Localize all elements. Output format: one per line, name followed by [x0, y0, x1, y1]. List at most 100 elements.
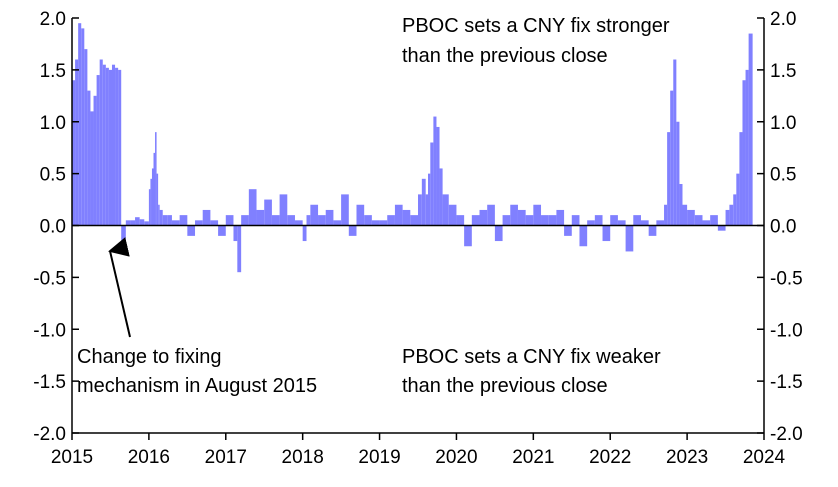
x-tick-label: 2015 [51, 447, 93, 468]
bar [571, 215, 580, 226]
bar [702, 220, 711, 226]
bar [105, 67, 109, 226]
bar [356, 204, 365, 226]
bar [325, 209, 334, 226]
y-tick-label-right: -1.5 [770, 372, 803, 393]
bar [294, 220, 303, 226]
bar [156, 173, 159, 226]
bar [656, 220, 665, 226]
y-tick-label-right: -1.0 [770, 320, 803, 341]
y-tick-label-right: -0.5 [770, 268, 803, 289]
bar [151, 168, 154, 226]
bar [248, 189, 257, 226]
bar [564, 225, 572, 236]
bar [72, 80, 76, 226]
bar [633, 215, 641, 226]
y-tick-label-left: 1.0 [40, 113, 66, 134]
bar [648, 225, 657, 236]
bar [679, 184, 683, 226]
bar [121, 225, 126, 242]
bar [725, 209, 730, 226]
bar [102, 64, 106, 226]
x-tick-label: 2017 [205, 447, 247, 468]
y-tick-label-left: 0.5 [40, 165, 66, 186]
bar [179, 215, 188, 226]
bar [159, 209, 163, 226]
bar [364, 215, 372, 226]
bar [640, 220, 649, 226]
bar [318, 215, 326, 226]
y-tick-label-left: -1.5 [33, 372, 66, 393]
bar [148, 189, 151, 226]
y-tick-label-left: -1.0 [33, 320, 66, 341]
bar [748, 33, 753, 226]
bar [494, 225, 503, 242]
bar [155, 132, 157, 226]
bar [410, 215, 418, 226]
bar [425, 194, 428, 226]
bar [487, 204, 495, 226]
bar [379, 220, 388, 226]
bar [96, 75, 100, 226]
x-tick-label: 2020 [435, 447, 477, 468]
bar [118, 69, 122, 226]
bar [144, 221, 149, 226]
axes-group: -2.0 -2.0 -1.5 -1.5 -1.0 -1.0 -0.5 -0.5 0.0 0.0 0.… [33, 9, 803, 468]
bar [167, 215, 172, 226]
bar [587, 220, 595, 226]
bar [464, 225, 472, 247]
bar [233, 225, 238, 242]
y-tick-label-right: 1.5 [770, 61, 796, 82]
bar [139, 219, 145, 226]
bar [87, 90, 91, 226]
bar [93, 95, 97, 226]
bar [556, 209, 565, 226]
bar [158, 204, 160, 226]
bar [108, 69, 112, 226]
bar [225, 215, 234, 226]
bar [418, 194, 422, 226]
x-tick-label: 2023 [666, 447, 708, 468]
bar [687, 209, 695, 226]
bar [150, 178, 152, 226]
bar [341, 194, 349, 226]
bar [241, 215, 249, 226]
bar [594, 215, 603, 226]
y-tick-label-left: 1.5 [40, 61, 66, 82]
bar [256, 209, 265, 226]
bar [90, 111, 94, 226]
bar [310, 204, 319, 226]
bar [433, 116, 437, 226]
bar [279, 194, 288, 226]
bar [729, 204, 734, 226]
bar [195, 220, 203, 226]
bar [510, 204, 518, 226]
bar [517, 209, 526, 226]
bar [402, 209, 411, 226]
bar [218, 225, 226, 236]
annotation-stronger-line2: than the previous close [402, 45, 608, 67]
annotation-weaker-line1: PBOC sets a CNY fix weaker [402, 346, 661, 368]
bar [210, 220, 219, 226]
bar [187, 225, 196, 236]
bar [610, 215, 618, 226]
bar [78, 23, 82, 226]
bar [302, 225, 307, 242]
bar [171, 220, 180, 226]
bar [442, 194, 449, 226]
y-tick-label-right: 0.0 [770, 217, 796, 238]
bar [271, 215, 280, 226]
bar [742, 80, 746, 226]
y-tick-label-right: 2.0 [770, 9, 796, 30]
bar [135, 217, 140, 226]
bar [625, 225, 634, 252]
bar [428, 173, 431, 226]
bar [676, 121, 680, 226]
bar [333, 220, 342, 226]
x-tick-label: 2021 [512, 447, 554, 468]
annotation-weaker-line2: than the previous close [402, 375, 608, 397]
bar [694, 215, 703, 226]
bar [667, 132, 671, 226]
bar [81, 28, 85, 226]
bar [448, 204, 457, 226]
